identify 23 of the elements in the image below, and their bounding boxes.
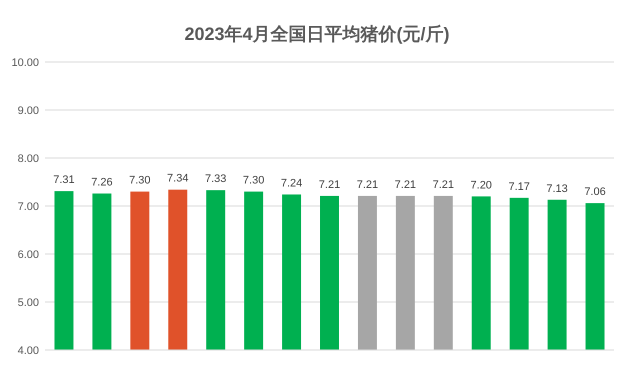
data-label: 7.24 [280, 177, 302, 190]
data-label: 7.17 [508, 180, 530, 193]
y-tick-label: 6.00 [18, 248, 39, 261]
y-tick-label: 7.00 [18, 200, 39, 213]
y-tick-label: 8.00 [18, 152, 39, 165]
data-label: 7.21 [356, 178, 378, 191]
data-label: 7.20 [470, 179, 492, 192]
data-label: 7.06 [584, 186, 606, 198]
data-label: 7.21 [318, 178, 340, 191]
data-label: 7.30 [242, 174, 264, 187]
data-label: 7.13 [546, 182, 568, 195]
data-label: 7.34 [167, 172, 188, 185]
data-label: 7.33 [204, 173, 226, 186]
y-tick-label: 4.00 [18, 344, 39, 357]
data-label: 7.26 [91, 176, 113, 189]
data-label: 7.21 [394, 178, 416, 191]
data-label: 7.31 [53, 174, 75, 186]
y-tick-label: 10.00 [11, 56, 39, 69]
chart-title: 2023年4月全国日平均猪价(元/斤) [184, 24, 450, 44]
data-label: 7.30 [129, 174, 151, 187]
data-label: 7.21 [432, 178, 454, 191]
y-tick-label: 9.00 [18, 104, 39, 117]
y-tick-label: 5.00 [18, 296, 39, 309]
